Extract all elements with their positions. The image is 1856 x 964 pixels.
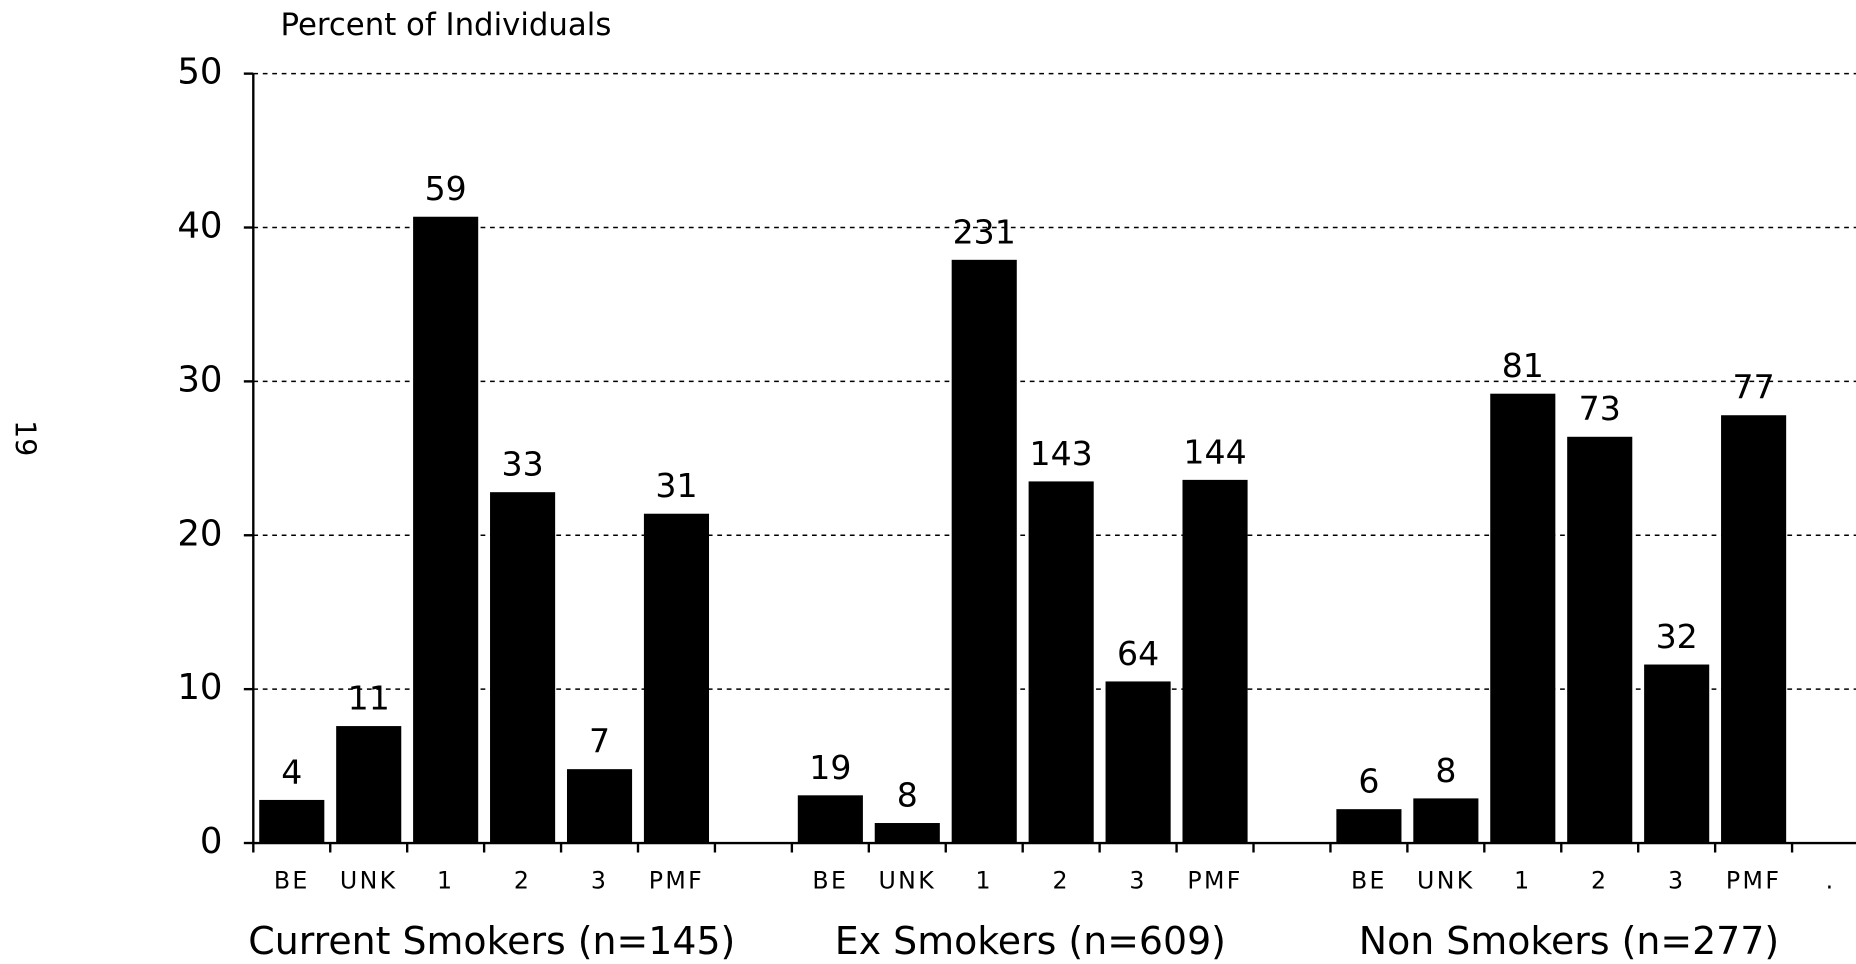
x-tick-label: 1	[1514, 867, 1531, 895]
x-tick-label: PMF	[1726, 867, 1781, 895]
x-tick-label: .	[1826, 867, 1836, 895]
x-tick-label: UNK	[340, 867, 398, 895]
x-tick-label: BE	[812, 867, 848, 895]
bar	[1721, 415, 1787, 844]
y-tick-label: 20	[177, 513, 222, 554]
group-label: Current Smokers (n=145)	[248, 919, 735, 963]
bar	[413, 216, 479, 844]
bar	[1336, 809, 1402, 844]
bar	[1490, 393, 1556, 844]
bar	[797, 795, 863, 844]
bar	[951, 259, 1017, 844]
bar	[1644, 664, 1710, 844]
y-tick-label: 10	[177, 667, 222, 708]
data-label: 6	[1358, 762, 1379, 801]
x-tick-label: 2	[1052, 867, 1069, 895]
group-label: Ex Smokers (n=609)	[835, 919, 1226, 963]
x-tick-label: 1	[976, 867, 993, 895]
x-tick-label: UNK	[1417, 867, 1475, 895]
x-tick-label: PMF	[649, 867, 704, 895]
x-tick-label: 1	[437, 867, 454, 895]
bar	[566, 769, 633, 844]
data-label: 11	[348, 679, 390, 718]
x-tick-label: 3	[1668, 867, 1685, 895]
x-tick-label: BE	[274, 867, 310, 895]
data-label: 144	[1183, 432, 1246, 471]
data-label: 59	[425, 169, 467, 208]
data-label: 143	[1030, 434, 1093, 473]
data-label: 31	[655, 466, 697, 505]
bar	[1413, 798, 1479, 844]
x-tick-label: 3	[591, 867, 608, 895]
bar	[643, 513, 710, 844]
data-label: 32	[1656, 617, 1698, 656]
data-label: 73	[1579, 389, 1621, 428]
bar	[874, 823, 940, 844]
y-tick-label: 30	[177, 359, 222, 400]
bar	[336, 726, 402, 844]
x-tick-label: PMF	[1187, 867, 1242, 895]
data-label: 8	[897, 775, 918, 814]
x-tick-label: 2	[1591, 867, 1608, 895]
page-number: 19	[9, 420, 42, 456]
y-tick-label: 50	[177, 52, 222, 93]
data-label: 7	[589, 722, 610, 761]
y-tick-label: 40	[177, 206, 222, 247]
x-tick-label: 3	[1129, 867, 1146, 895]
y-axis-label: Percent of Individuals	[281, 7, 612, 43]
bar	[490, 492, 556, 844]
data-label: 231	[953, 212, 1016, 251]
group-label: Non Smokers (n=277)	[1359, 919, 1779, 963]
x-tick-label: UNK	[878, 867, 936, 895]
bar	[1567, 436, 1633, 844]
bar	[1182, 479, 1248, 844]
data-label: 64	[1117, 634, 1159, 673]
bar	[259, 799, 325, 844]
data-label: 19	[809, 748, 851, 787]
x-tick-label: BE	[1351, 867, 1387, 895]
x-tick-label: 2	[514, 867, 531, 895]
data-label: 4	[281, 752, 302, 791]
data-label: 33	[502, 445, 544, 484]
bar	[1105, 681, 1171, 844]
data-label: 77	[1733, 368, 1775, 407]
data-label: 8	[1435, 751, 1456, 790]
bar	[1028, 481, 1094, 844]
data-label: 81	[1502, 346, 1544, 385]
y-tick-label: 0	[200, 821, 223, 862]
